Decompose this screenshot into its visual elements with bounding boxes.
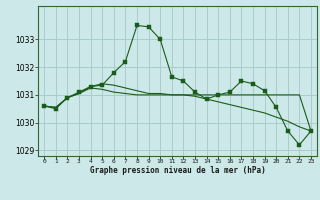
X-axis label: Graphe pression niveau de la mer (hPa): Graphe pression niveau de la mer (hPa) [90, 166, 266, 175]
